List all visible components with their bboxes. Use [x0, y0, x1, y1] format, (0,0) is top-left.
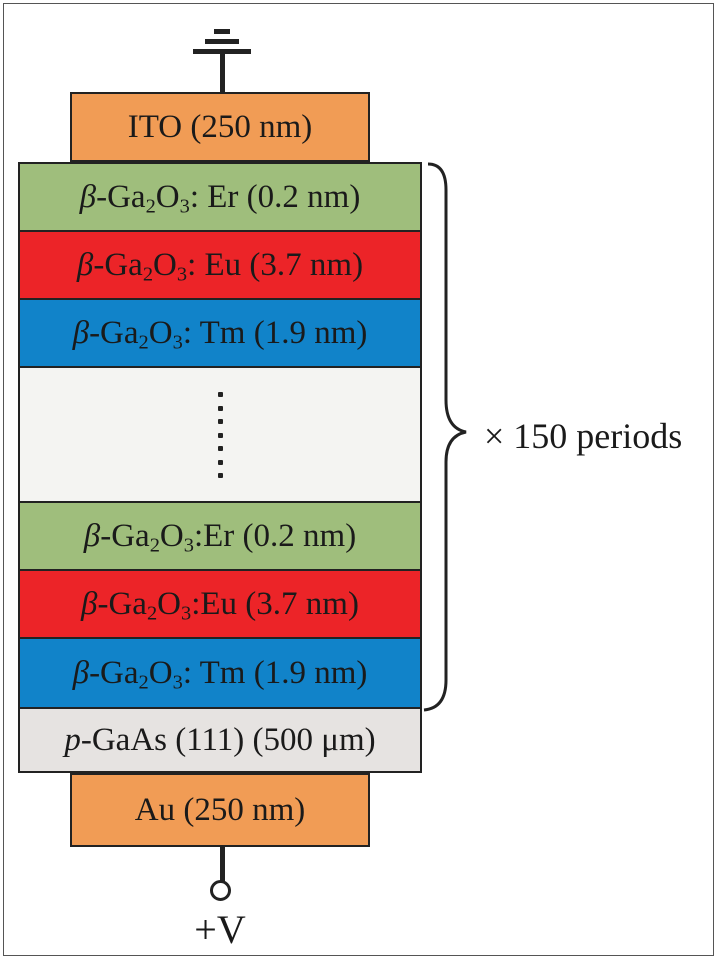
layer-er-2-label: β-Ga2O3:Er (0.2 nm) — [83, 517, 357, 557]
figure-frame — [3, 3, 714, 956]
layer-er-2: β-Ga2O3:Er (0.2 nm) — [18, 501, 422, 571]
gaas-substrate-label: p-GaAs (111) (500 μm) — [64, 721, 376, 758]
voltage-label: +V — [194, 907, 246, 952]
layer-eu-2-label: β-Ga2O3:Eu (3.7 nm) — [81, 585, 359, 625]
gaas-substrate: p-GaAs (111) (500 μm) — [18, 707, 422, 773]
layer-tm-1: β-Ga2O3: Tm (1.9 nm) — [18, 298, 422, 368]
au-label: Au (250 nm) — [134, 791, 306, 828]
ground-line-top — [214, 29, 230, 34]
ground-symbol-icon — [193, 49, 251, 54]
terminal-circle-icon — [210, 880, 231, 901]
ito-electrode: ITO (250 nm) — [70, 92, 370, 162]
layer-eu-1-label: β-Ga2O3: Eu (3.7 nm) — [76, 246, 364, 286]
au-electrode: Au (250 nm) — [70, 773, 370, 847]
layer-er-1-label: β-Ga2O3: Er (0.2 nm) — [79, 178, 361, 218]
brace-path — [423, 162, 467, 712]
layer-tm-2-label: β-Ga2O3: Tm (1.9 nm) — [72, 654, 368, 694]
bottom-wire — [220, 847, 225, 882]
period-count-label: × 150 periods — [484, 416, 683, 456]
top-wire — [220, 52, 225, 92]
ground-line-middle — [205, 39, 239, 44]
layer-tm-1-label: β-Ga2O3: Tm (1.9 nm) — [72, 314, 368, 354]
ito-label: ITO (250 nm) — [127, 108, 313, 145]
vertical-ellipsis-icon — [218, 392, 224, 478]
layer-eu-1: β-Ga2O3: Eu (3.7 nm) — [18, 230, 422, 300]
